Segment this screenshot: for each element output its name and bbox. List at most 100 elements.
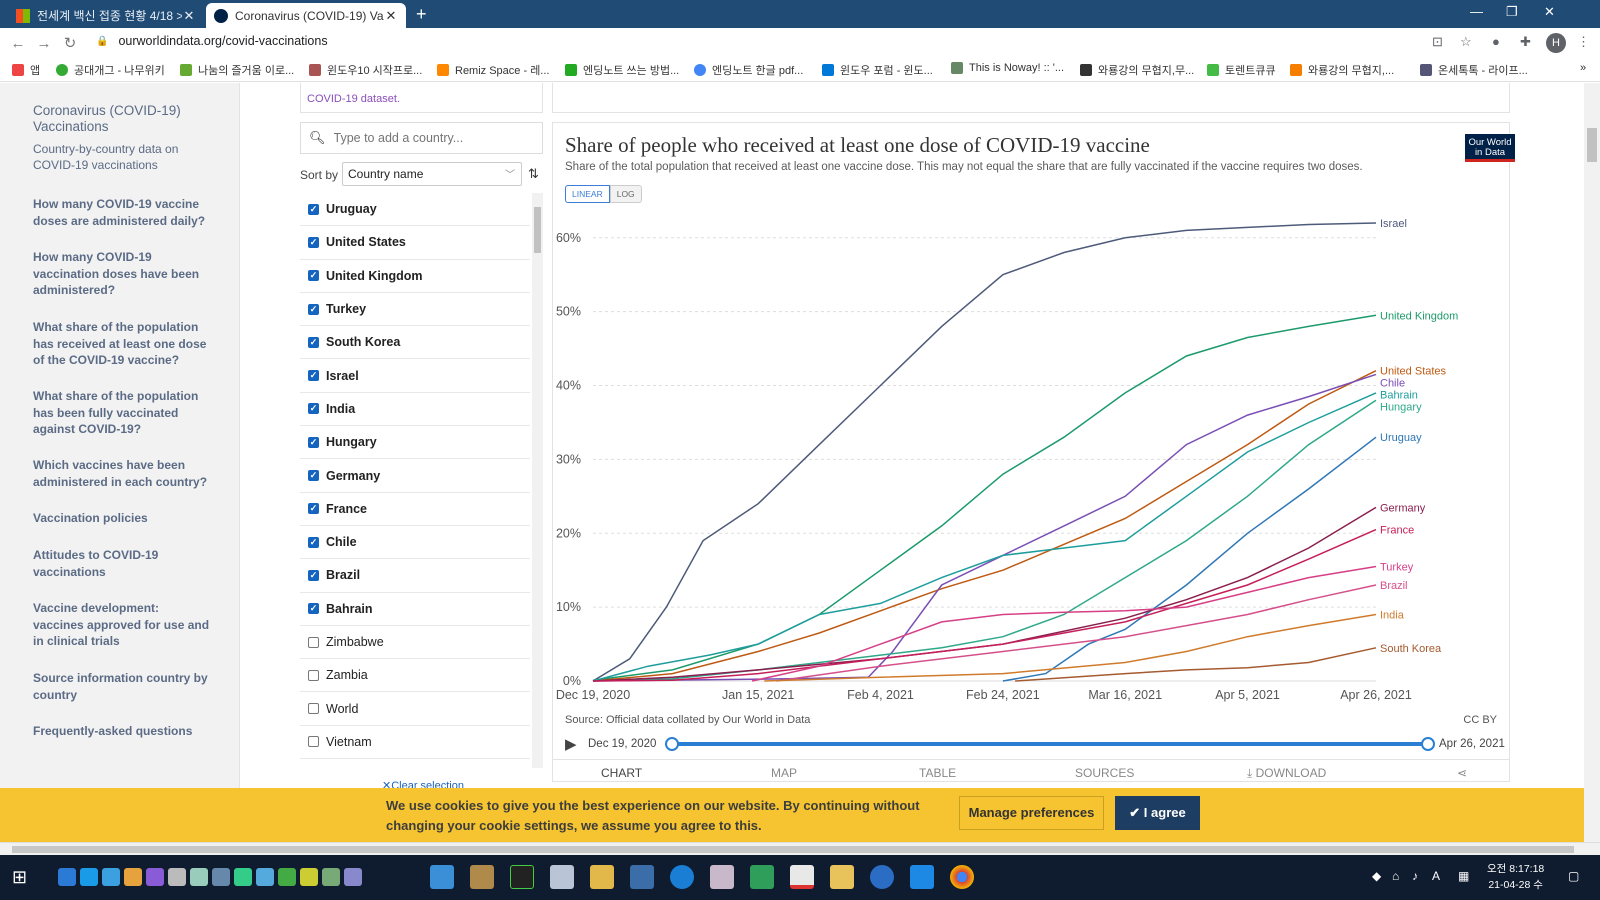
owid-logo[interactable]: Our World in Data [1465,134,1515,162]
sidebar-item-fully-vaccinated[interactable]: What share of the population has been fu… [33,389,199,436]
timeline-end-handle[interactable] [1421,737,1435,751]
country-list-scrollbar[interactable] [532,193,543,768]
scrollbar-thumb[interactable] [534,207,541,253]
checkbox-checked-icon[interactable]: ✓ [308,470,319,482]
checkbox-checked-icon[interactable]: ✓ [308,203,319,215]
page-scrollbar[interactable] [1584,83,1600,842]
tab-sources[interactable]: Sources [1075,766,1135,780]
sidebar-item-source-info[interactable]: Source information country by country [33,671,208,702]
app-icon[interactable] [256,868,274,886]
tray-icon[interactable]: ◆ [1372,869,1382,883]
sidebar-item-total-doses[interactable]: How many COVID-19 vaccination doses have… [33,250,200,297]
scrollbar-thumb[interactable] [12,846,1574,853]
checkbox-icon[interactable] [308,703,319,715]
country-row[interactable]: ✓ United States [300,226,530,260]
ime-indicator[interactable]: A [1432,869,1441,883]
checkbox-checked-icon[interactable]: ✓ [308,503,319,515]
dataset-link[interactable]: COVID-19 dataset. [307,93,400,105]
sidebar-section-title[interactable]: Coronavirus (COVID-19) Vaccinations [33,103,181,134]
app-icon[interactable] [322,868,340,886]
country-row[interactable]: ✓ Turkey [300,292,530,327]
pinned-app-icon[interactable] [510,865,534,889]
horizontal-scrollbar[interactable] [0,842,1600,855]
bookmark-item[interactable]: 나눔의 즐거움 이로... [180,62,294,78]
country-row[interactable]: ✓ South Korea [300,326,530,360]
checkbox-checked-icon[interactable]: ✓ [308,270,319,282]
country-row[interactable]: ✓ Israel [300,359,530,393]
browser-tab-vaccine-news[interactable]: 전세계 백신 접종 현황 4/18 > 자 ✕ [8,3,204,28]
profile-avatar[interactable]: H [1546,33,1566,53]
notification-icon[interactable]: ▢ [1568,869,1580,883]
bookmark-star-icon[interactable]: ☆ [1460,34,1472,49]
share-icon[interactable]: ⋖ [1457,766,1468,780]
edge-pinned-icon[interactable] [670,865,694,889]
windows-start-icon[interactable]: ⊞ [12,867,28,887]
app-icon[interactable] [278,868,296,886]
network-icon[interactable]: ⌂ [1392,869,1400,883]
restore-icon[interactable]: ❐ [1506,4,1518,19]
pinned-app-icon[interactable] [870,865,894,889]
bookmark-item[interactable]: 와룡강의 무협지,... [1290,62,1394,78]
bookmark-item[interactable]: 앱 [12,62,40,78]
checkbox-checked-icon[interactable]: ✓ [308,236,319,248]
store-icon[interactable] [102,868,120,886]
bookmark-item[interactable]: Remiz Space - 레... [437,62,549,78]
country-row[interactable]: Vietnam [300,725,530,760]
checkbox-checked-icon[interactable]: ✓ [308,303,319,315]
agree-button[interactable]: ✔ I agree [1115,796,1200,830]
pinned-app-icon[interactable] [590,865,614,889]
bookmark-item[interactable]: 와룡강의 무협지,무... [1080,62,1194,78]
scrollbar-thumb[interactable] [1587,128,1597,162]
bookmark-item[interactable]: This is Noway! :: '... [951,62,1064,74]
taskbar-clock[interactable]: 오전 8:17:18 21-04-28 수 [1487,861,1544,893]
bookmark-item[interactable]: 윈도우 포럼 - 윈도... [822,62,933,78]
sort-select[interactable]: Country name ﹀ [342,162,522,186]
country-row[interactable]: ✓ United Kingdom [300,259,530,293]
timeline-start-handle[interactable] [665,737,679,751]
country-search[interactable]: 🔍︎ [300,122,543,154]
checkbox-icon[interactable] [308,669,319,681]
pinned-app-icon[interactable] [470,865,494,889]
license-label[interactable]: CC BY [1463,714,1497,726]
country-row[interactable]: Zambia [300,659,530,693]
forward-icon[interactable]: → [36,34,52,52]
checkbox-checked-icon[interactable]: ✓ [308,436,319,448]
checkbox-checked-icon[interactable]: ✓ [308,403,319,415]
app-icon[interactable] [344,868,362,886]
sidebar-item-attitudes[interactable]: Attitudes to COVID-19 vaccinations [33,548,159,579]
sidebar-item-policies[interactable]: Vaccination policies [33,511,148,525]
linear-scale-button[interactable]: LINEAR [565,185,610,203]
manage-preferences-button[interactable]: Manage preferences [959,796,1104,830]
tab-chart[interactable]: Chart [601,766,643,780]
app-icon[interactable] [168,868,186,886]
checkbox-checked-icon[interactable]: ✓ [308,370,319,382]
app-icon[interactable] [190,868,208,886]
bookmark-item[interactable]: 엔딩노트 한글 pdf... [694,62,803,78]
bookmark-item[interactable]: 공대개그 - 나무위키 [56,62,165,78]
sidebar-item-daily-doses[interactable]: How many COVID-19 vaccine doses are admi… [33,197,206,228]
tab-download[interactable]: ⤓ Download [1247,766,1327,780]
timeline-track[interactable] [671,742,1427,746]
reload-icon[interactable]: ↻ [63,35,77,52]
translate-icon[interactable]: ⊡ [1432,34,1443,49]
log-scale-button[interactable]: LOG [609,185,642,203]
volume-icon[interactable]: ♪ [1412,869,1418,883]
checkbox-checked-icon[interactable]: ✓ [308,603,319,615]
checkbox-checked-icon[interactable]: ✓ [308,336,319,348]
country-row[interactable]: ✓ Germany [300,459,530,493]
pinned-app-icon[interactable] [710,865,734,889]
url-field[interactable]: 🔒 ourworldindata.org/covid-vaccinations [96,34,328,48]
tab-table[interactable]: Table [919,766,957,780]
play-icon[interactable]: ▶ [565,736,577,753]
tab-map[interactable]: Map [771,766,798,780]
browser-tab-owid[interactable]: Coronavirus (COVID-19) Vaccina ✕ [206,3,406,28]
close-window-icon[interactable]: ✕ [1544,4,1555,19]
more-bookmarks-icon[interactable]: » [1580,62,1587,74]
close-tab-icon[interactable]: ✕ [183,7,195,23]
close-tab-icon[interactable]: ✕ [385,7,397,23]
app-icon[interactable] [300,868,318,886]
app-icon[interactable] [146,868,164,886]
pinned-app-icon[interactable] [750,865,774,889]
back-icon[interactable]: ← [10,34,26,52]
app-icon[interactable] [234,868,252,886]
